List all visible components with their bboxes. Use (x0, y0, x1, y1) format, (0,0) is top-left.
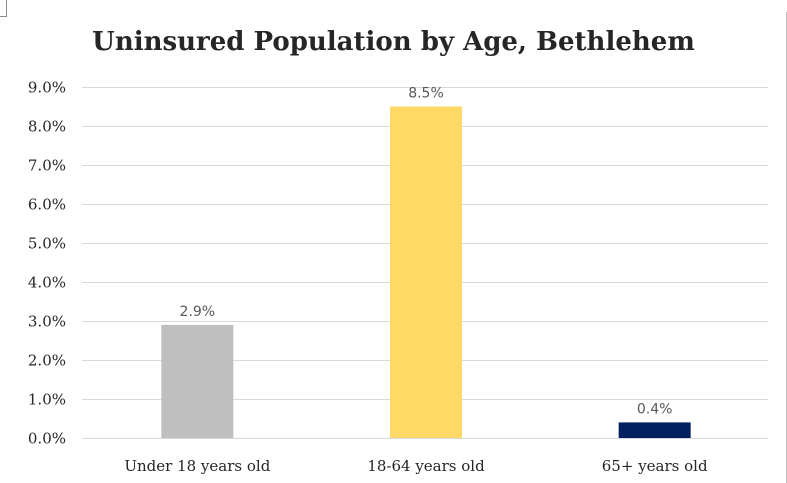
data-label: 0.4% (637, 401, 673, 417)
y-tick-label: 8.0% (28, 118, 66, 136)
x-category-label: 18-64 years old (367, 457, 485, 475)
y-tick-label: 1.0% (28, 391, 66, 409)
data-label: 2.9% (180, 304, 216, 320)
y-tick-label: 4.0% (28, 274, 66, 292)
x-category-label: Under 18 years old (124, 457, 270, 475)
y-tick-label: 2.0% (28, 352, 66, 370)
bar (618, 422, 691, 438)
bar (390, 106, 462, 438)
y-tick-label: 9.0% (28, 79, 66, 97)
y-tick-label: 6.0% (28, 196, 66, 214)
y-tick-label: 0.0% (28, 430, 66, 448)
bar (161, 324, 234, 438)
y-tick-label: 3.0% (28, 313, 66, 331)
chart-title: Uninsured Population by Age, Bethlehem (92, 27, 695, 57)
data-label: 8.5% (408, 86, 444, 102)
x-category-label: 65+ years old (602, 457, 708, 475)
frame-corner-mark (0, 0, 7, 17)
bars (161, 106, 691, 438)
data-labels: 2.9% 8.5% 0.4% (180, 86, 673, 418)
y-axis-tick-labels: 0.0% 1.0% 2.0% 3.0% 4.0% 5.0% 6.0% 7.0% 8.0% 9.0% (28, 79, 66, 448)
x-axis-category-labels: Under 18 years old 18-64 years old 65+ yea… (124, 457, 708, 475)
y-tick-label: 7.0% (28, 157, 66, 175)
y-tick-label: 5.0% (28, 235, 66, 253)
